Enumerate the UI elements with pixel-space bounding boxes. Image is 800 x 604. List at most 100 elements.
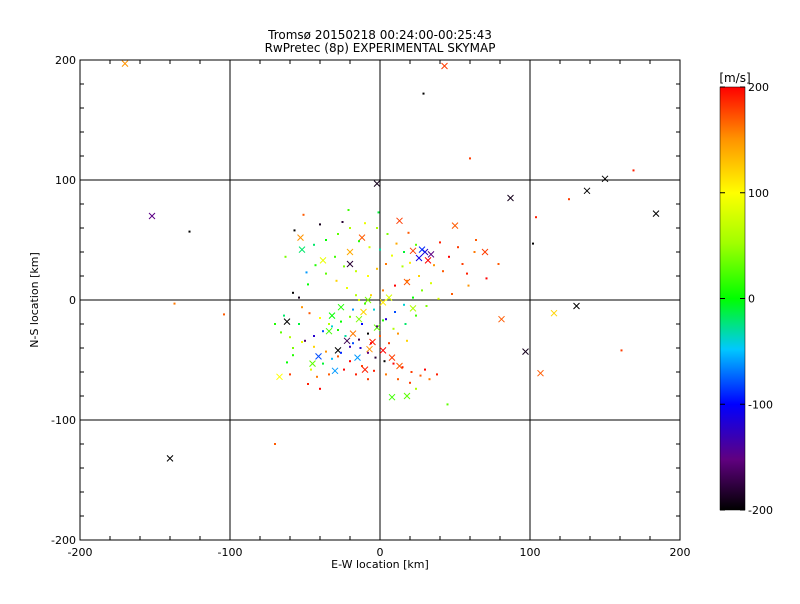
data-point-dot (373, 308, 375, 311)
data-point-cross (507, 194, 514, 202)
data-point-dot (409, 381, 411, 384)
data-point-dot (457, 246, 459, 249)
colorbar-tick-label: -200 (748, 504, 773, 517)
data-point-dot (451, 293, 453, 295)
data-point-dot (385, 373, 387, 376)
data-point-cross (583, 187, 591, 195)
data-point-dot (383, 360, 386, 363)
data-point-dot (439, 241, 441, 244)
data-point-dot (313, 345, 315, 348)
data-point-dot (410, 371, 413, 373)
data-point-cross (366, 345, 373, 353)
data-point-dot (314, 264, 317, 267)
data-point-cross (298, 246, 306, 253)
data-point-dot (370, 294, 372, 297)
data-point-dot (355, 294, 357, 297)
data-point-dot (358, 240, 360, 243)
data-point-cross (121, 60, 129, 67)
data-point-dot (419, 374, 422, 377)
data-point-dot (620, 349, 623, 352)
data-point-cross (418, 246, 426, 253)
data-point-dot (367, 275, 369, 277)
data-point-dot (349, 315, 351, 318)
data-point-dot (349, 360, 351, 363)
data-point-dot (301, 341, 303, 343)
data-point-dot (368, 246, 371, 249)
data-point-cross (379, 347, 387, 354)
data-point-cross (424, 257, 432, 264)
data-point-dot (289, 336, 291, 339)
data-point-cross (388, 393, 396, 401)
data-point-cross (337, 303, 345, 311)
data-point-dot (568, 198, 570, 201)
x-tick-label: 0 (377, 546, 384, 559)
data-point-dot (364, 222, 366, 225)
data-point-dot (475, 239, 477, 241)
data-point-dot (286, 361, 288, 364)
axis-ticks (80, 60, 680, 540)
x-tick-label: -200 (68, 546, 93, 559)
data-point-dot (392, 327, 395, 330)
data-point-dot (313, 243, 315, 246)
data-point-dot (397, 332, 399, 335)
data-point-cross (297, 234, 304, 241)
data-point-dot (467, 284, 470, 287)
y-tick-label: 0 (69, 294, 76, 307)
data-point-dot (308, 312, 311, 315)
data-point-dot (173, 302, 176, 305)
data-point-dot (298, 323, 300, 325)
data-point-cross (550, 309, 558, 317)
data-point-cross (325, 327, 333, 335)
data-point-dot (404, 323, 407, 325)
data-point-cross (409, 247, 417, 255)
data-point-cross (343, 337, 351, 345)
data-point-dot (328, 373, 330, 376)
data-point-dot (337, 233, 339, 235)
data-point-cross (355, 315, 363, 323)
data-point-dot (374, 356, 377, 359)
data-point-dot (382, 319, 384, 322)
data-point-dot (422, 92, 425, 95)
data-point-dot (310, 368, 312, 371)
y-axis-label: N-S location [km] (28, 252, 41, 348)
data-point-cross (361, 366, 369, 373)
data-point-cross (427, 251, 435, 258)
data-point-dot (430, 282, 432, 285)
chart-subtitle: RwPretec (8p) EXPERIMENTAL SKYMAP (265, 41, 496, 55)
data-point-dot (340, 351, 342, 354)
data-point-dot (349, 345, 351, 348)
data-point-dot (328, 323, 330, 325)
data-point-dot (379, 248, 381, 251)
data-point-cross (396, 217, 403, 225)
data-point-dot (188, 230, 191, 233)
data-point-cross (451, 222, 459, 229)
data-point-cross (373, 324, 381, 331)
data-point-dot (632, 169, 635, 172)
data-point-dot (359, 347, 362, 349)
tick-labels: -200 -100 0 100 200 -200 -100 0 100 200 (51, 54, 690, 559)
data-point-cross (385, 294, 393, 301)
data-point-dot (535, 216, 537, 219)
y-tick-label: 100 (55, 174, 76, 187)
data-point-dot (358, 299, 360, 301)
data-point-dot (386, 233, 389, 235)
data-point-dot (313, 335, 315, 337)
data-point-dot (292, 291, 294, 294)
data-point-dot (385, 318, 387, 321)
data-point-dot (373, 369, 375, 372)
data-point-dot (407, 231, 410, 234)
data-point-dot (466, 272, 468, 275)
data-point-dot (343, 265, 345, 268)
data-point-dot (293, 229, 296, 232)
data-point-cross (331, 367, 339, 375)
data-point-cross (409, 305, 417, 312)
data-point-dot (305, 271, 308, 274)
data-point-dot (289, 373, 291, 376)
data-point-cross (346, 260, 354, 268)
data-point-dot (367, 332, 369, 335)
data-point-dot (319, 317, 321, 319)
data-point-dot (446, 403, 449, 406)
data-point-dot (352, 308, 354, 311)
data-point-dot (340, 320, 342, 323)
